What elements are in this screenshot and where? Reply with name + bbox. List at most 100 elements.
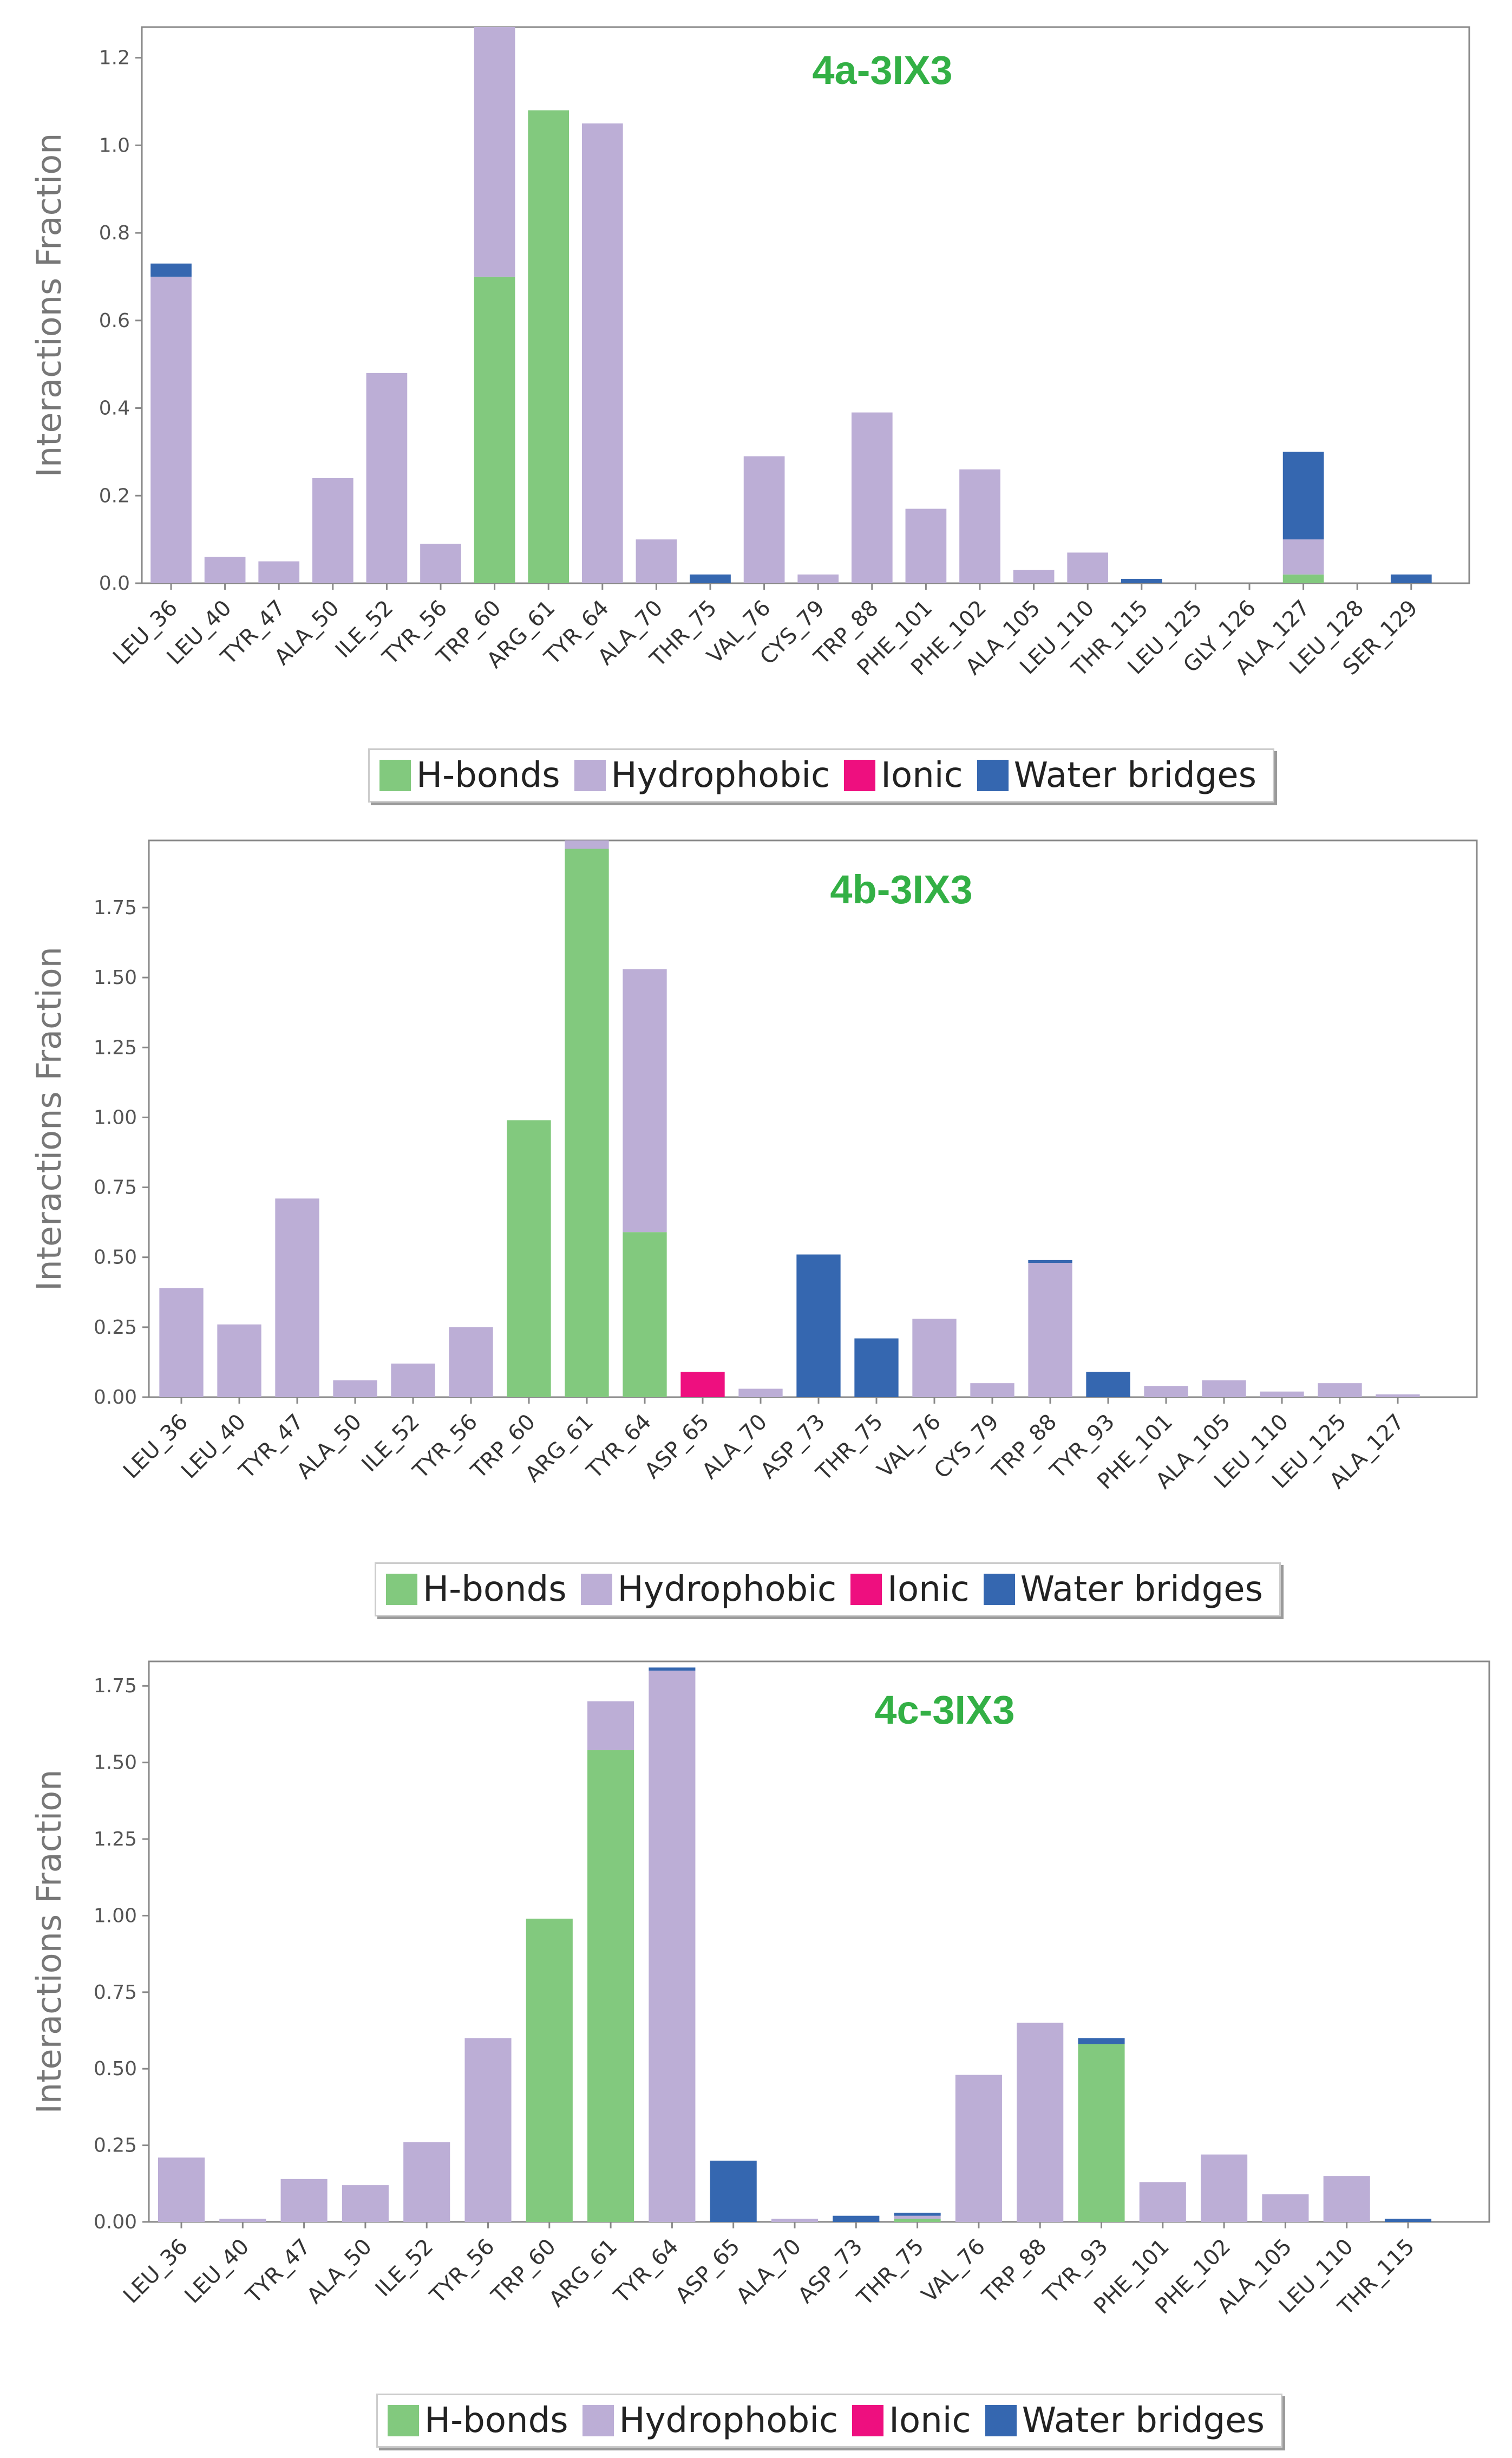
bar-hydrophobic <box>1201 2154 1248 2222</box>
legend-item-water-bridges: Water bridges <box>977 755 1256 796</box>
legend-label-h-bonds: H-bonds <box>424 2401 568 2441</box>
legend-item-hydrophobic: Hydrophobic <box>582 2401 839 2441</box>
bar-water-bridges <box>1384 2219 1432 2222</box>
bar-hydrophobic <box>275 1198 319 1397</box>
bar-hydrophobic <box>636 539 677 583</box>
bar-h-bonds <box>526 1919 573 2222</box>
chart-title: 4b-3IX3 <box>830 867 972 912</box>
bar-hydrophobic <box>797 574 839 583</box>
legend-item-ionic: Ionic <box>844 755 963 796</box>
bar-hydrophobic <box>1139 2182 1186 2222</box>
y-tick-label: 0.8 <box>99 222 130 244</box>
x-tick-label: TYR_56 <box>408 1410 482 1484</box>
bar-water-bridges <box>1086 1372 1130 1397</box>
bar-hydrophobic <box>1318 1383 1362 1397</box>
y-tick-label: 1.50 <box>94 1752 137 1774</box>
x-tick-label: LEU_40 <box>176 1410 251 1484</box>
legend-label-hydrophobic: Hydrophobic <box>617 1569 837 1609</box>
bar-water-bridges <box>649 1667 696 1671</box>
bar-hydrophobic <box>1260 1391 1304 1397</box>
bar-hydrophobic <box>1013 570 1055 583</box>
bar-h-bonds <box>1078 2044 1125 2222</box>
water-bridges-swatch <box>983 1574 1015 1605</box>
bar-h-bonds <box>528 110 570 583</box>
bar-hydrophobic <box>280 2179 328 2222</box>
bar-hydrophobic <box>366 373 408 583</box>
legend-label-water-bridges: Water bridges <box>1020 1569 1263 1609</box>
legend-4b: H-bonds Hydrophobic Ionic Water bridges <box>375 1562 1281 1616</box>
h-bonds-swatch <box>379 760 411 791</box>
y-tick-label: 1.00 <box>94 1106 137 1129</box>
legend-4c: H-bonds Hydrophobic Ionic Water bridges <box>376 2394 1282 2448</box>
legend-label-water-bridges: Water bridges <box>1022 2401 1265 2441</box>
ionic-swatch <box>852 2405 884 2436</box>
h-bonds-swatch <box>388 2405 419 2436</box>
hydrophobic-swatch <box>580 1574 612 1605</box>
y-axis-label: Interactions Fraction <box>29 1770 69 2114</box>
bar-h-bonds <box>587 1750 634 2222</box>
bar-hydrophobic <box>565 840 609 849</box>
bar-hydrophobic <box>342 2185 389 2222</box>
legend-label-ionic: Ionic <box>889 2401 971 2441</box>
water-bridges-swatch <box>977 760 1009 791</box>
h-bonds-swatch <box>386 1574 417 1605</box>
bar-hydrophobic <box>771 2219 819 2222</box>
legend-item-water-bridges: Water bridges <box>983 1569 1263 1609</box>
bar-ionic <box>680 1372 725 1397</box>
y-tick-label: 0.0 <box>99 572 130 595</box>
bar-water-bridges <box>1078 2038 1125 2044</box>
bar-water-bridges <box>833 2215 880 2222</box>
bar-h-bonds <box>894 2219 941 2222</box>
x-tick-label: LEU_36 <box>119 2234 193 2309</box>
bar-hydrophobic <box>955 2075 1002 2222</box>
bar-hydrophobic <box>1028 1263 1072 1397</box>
legend-item-hydrophobic: Hydrophobic <box>580 1569 837 1609</box>
bar-hydrophobic <box>1017 2023 1064 2222</box>
chart-title: 4c-3IX3 <box>874 1687 1014 1732</box>
legend-label-h-bonds: H-bonds <box>416 755 560 796</box>
y-tick-label: 0.00 <box>94 1386 137 1409</box>
bar-hydrophobic <box>420 544 461 583</box>
bar-hydrophobic <box>333 1380 377 1397</box>
x-tick-label: ALA_70 <box>697 1410 772 1484</box>
bar-h-bonds <box>565 849 609 1397</box>
bar-water-bridges <box>710 2160 757 2222</box>
x-tick-label: ASP_65 <box>671 2234 745 2309</box>
bar-water-bridges <box>690 574 731 583</box>
y-axis-label: Interactions Fraction <box>29 947 69 1291</box>
y-tick-label: 0.00 <box>94 2211 137 2233</box>
bar-hydrophobic <box>219 2219 266 2222</box>
y-tick-label: 0.75 <box>94 1177 137 1199</box>
bar-hydrophobic <box>449 1327 493 1397</box>
bar-hydrophobic <box>970 1383 1014 1397</box>
bar-hydrophobic <box>403 2142 450 2222</box>
y-tick-label: 1.75 <box>94 1675 137 1697</box>
bar-hydrophobic <box>959 469 1000 583</box>
x-tick-label: ALA_50 <box>302 2234 377 2309</box>
plot-frame-2 <box>148 1660 1490 2223</box>
bar-hydrophobic <box>258 561 300 583</box>
y-tick-label: 0.4 <box>99 397 130 420</box>
bar-hydrophobic <box>623 969 667 1233</box>
y-tick-label: 1.50 <box>94 967 137 989</box>
x-tick-label: ARG_61 <box>545 2234 623 2312</box>
y-tick-label: 1.2 <box>99 47 130 69</box>
legend-label-hydrophobic: Hydrophobic <box>619 2401 839 2441</box>
y-tick-label: 0.2 <box>99 485 130 507</box>
legend-label-hydrophobic: Hydrophobic <box>611 755 830 796</box>
bar-hydrophobic <box>1262 2194 1309 2222</box>
hydrophobic-swatch <box>574 760 606 791</box>
legend-label-water-bridges: Water bridges <box>1013 755 1256 796</box>
x-tick-label: TYR_64 <box>581 1410 656 1484</box>
legend-item-h-bonds: H-bonds <box>388 2401 568 2441</box>
bar-hydrophobic <box>649 1670 696 2222</box>
y-tick-label: 0.6 <box>99 310 130 332</box>
water-bridges-swatch <box>985 2405 1017 2436</box>
legend-item-ionic: Ionic <box>852 2401 971 2441</box>
bar-water-bridges <box>1028 1260 1072 1263</box>
bar-hydrophobic <box>1323 2176 1370 2222</box>
bar-hydrophobic <box>204 557 246 583</box>
bar-water-bridges <box>796 1254 841 1397</box>
bar-hydrophobic <box>1067 552 1109 583</box>
